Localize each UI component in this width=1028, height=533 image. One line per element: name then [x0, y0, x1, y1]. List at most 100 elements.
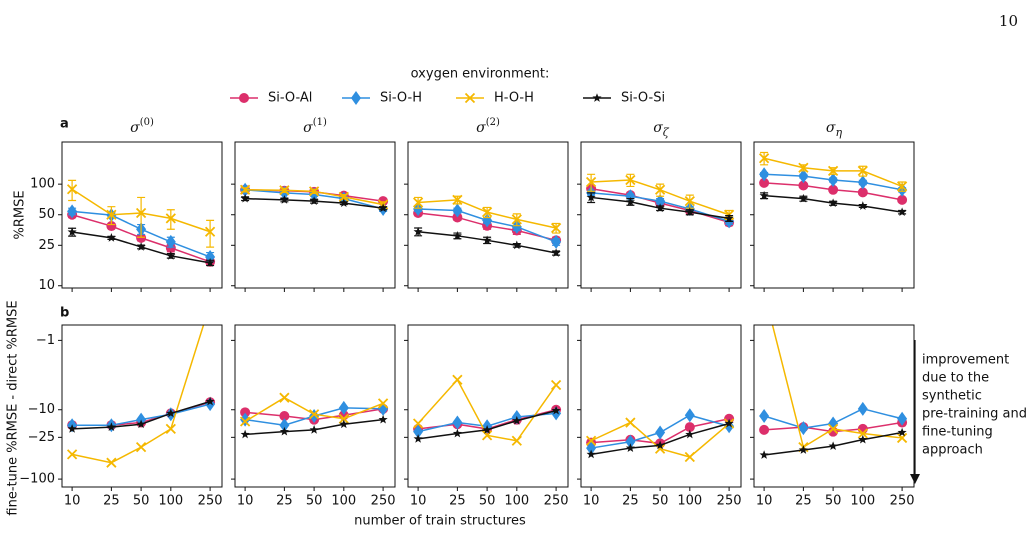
data-point	[896, 181, 908, 192]
data-point	[857, 175, 868, 190]
data-point	[106, 233, 116, 242]
data-point	[106, 457, 117, 468]
panel-frame	[61, 324, 223, 488]
legend-label: Si-O-Si	[621, 91, 665, 106]
legend-label: Si-O-Al	[268, 91, 312, 106]
y-tick-label: −25	[28, 430, 55, 445]
panel	[412, 194, 562, 257]
data-point	[204, 226, 216, 237]
data-point	[309, 196, 319, 206]
data-point	[239, 184, 251, 195]
data-point	[67, 424, 77, 433]
data-point	[625, 443, 635, 452]
data-point	[684, 196, 695, 207]
error-bar	[137, 196, 146, 238]
data-point	[655, 203, 665, 213]
data-point	[412, 197, 424, 208]
y-tick-label: 50	[38, 207, 55, 222]
x-tick-label: 50	[306, 494, 323, 509]
data-point	[308, 409, 320, 420]
data-point	[585, 176, 597, 188]
panel	[239, 392, 389, 439]
x-tick-label: 250	[371, 494, 396, 509]
data-point	[136, 419, 146, 429]
data-point	[165, 213, 176, 224]
data-point	[759, 190, 769, 200]
data-point	[724, 418, 734, 428]
data-point	[684, 408, 695, 423]
annotation-text: fine-tuning	[922, 425, 993, 440]
data-point	[625, 417, 636, 428]
legend-title: oxygen environment:	[411, 67, 550, 82]
data-point	[378, 414, 388, 424]
x-tick-label: 10	[410, 494, 427, 509]
x-tick-label: 100	[331, 494, 356, 509]
data-point	[897, 207, 907, 217]
panel-frame	[234, 141, 396, 289]
panel-frame	[407, 141, 569, 289]
data-point	[828, 172, 839, 187]
panel	[585, 408, 735, 463]
data-point	[205, 396, 215, 406]
data-point	[827, 165, 839, 177]
row-label: b	[60, 306, 69, 321]
panel	[585, 173, 735, 229]
series-line	[71, 325, 205, 464]
y-tick-label: −10	[28, 402, 55, 417]
data-point	[338, 400, 349, 415]
data-point	[585, 435, 597, 446]
data-point	[897, 194, 908, 205]
data-point	[67, 227, 77, 236]
x-tick-label: 100	[850, 494, 875, 509]
data-point	[511, 214, 522, 225]
data-point	[377, 398, 389, 409]
y-tick-label: 25	[38, 238, 55, 253]
data-point	[452, 415, 463, 430]
data-point	[512, 240, 522, 250]
x-tick-label: 250	[198, 494, 223, 509]
data-point	[828, 198, 838, 208]
data-point	[338, 191, 349, 202]
data-point	[625, 189, 636, 204]
x-tick-label: 50	[825, 494, 842, 509]
x-tick-label: 50	[479, 494, 496, 509]
x-tick-label: 50	[652, 494, 669, 509]
data-point	[685, 429, 695, 439]
data-point	[857, 187, 868, 198]
panel	[239, 182, 389, 216]
panel-frame	[580, 141, 742, 289]
x-tick-label: 10	[64, 494, 81, 509]
x-tick-label: 100	[158, 494, 183, 509]
data-point	[106, 209, 117, 220]
panel-title: σ(2)	[476, 117, 500, 137]
data-point	[551, 248, 561, 257]
error-bar	[206, 219, 215, 248]
legend-marker	[592, 93, 602, 102]
y-tick-label: −100	[19, 472, 55, 487]
data-point	[481, 207, 493, 218]
data-point	[828, 184, 839, 195]
y-tick-label: −1	[36, 333, 55, 348]
legend-label: H-O-H	[494, 91, 534, 106]
annotation-text: improvement	[922, 353, 1009, 368]
data-point	[338, 413, 349, 424]
panel-frame	[234, 324, 396, 488]
panel-title: σ(1)	[303, 117, 327, 137]
panel-frame	[61, 141, 223, 289]
data-point	[452, 203, 463, 218]
annotation-text: approach	[922, 443, 983, 458]
data-point	[136, 242, 146, 251]
data-point	[452, 231, 462, 240]
data-point	[482, 425, 492, 434]
data-point	[512, 415, 522, 425]
data-point	[165, 423, 176, 435]
data-point	[586, 192, 596, 202]
data-point	[551, 405, 561, 415]
x-tick-label: 100	[504, 494, 529, 509]
data-point	[106, 422, 116, 431]
data-point	[827, 423, 839, 435]
data-point	[412, 418, 424, 429]
annotation-text: pre-training and	[922, 407, 1027, 422]
data-point	[798, 445, 808, 454]
